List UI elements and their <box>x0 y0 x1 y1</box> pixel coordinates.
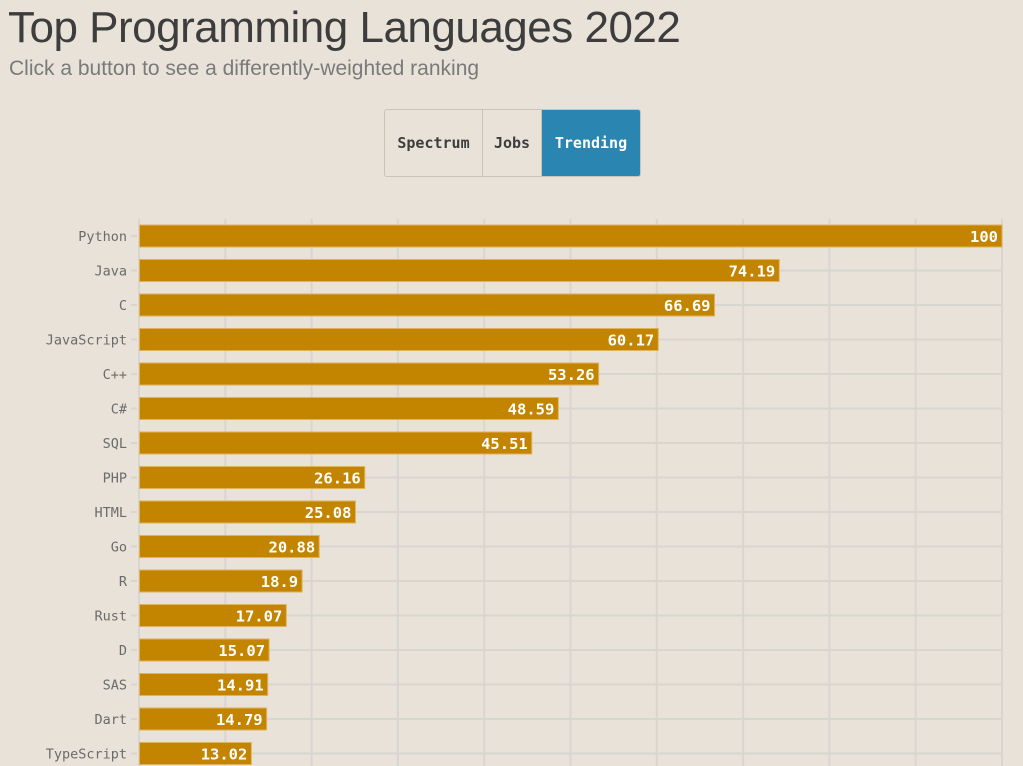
page-subtitle: Click a button to see a differently-weig… <box>9 57 480 80</box>
data-label: 17.07 <box>236 608 283 626</box>
trending-button[interactable]: Trending <box>541 110 640 176</box>
data-label: 26.16 <box>314 470 361 488</box>
bar[interactable] <box>139 742 252 765</box>
y-tick-label: Go <box>111 540 127 556</box>
y-tick-label: C <box>119 298 127 314</box>
bar[interactable] <box>139 224 1003 248</box>
bar[interactable] <box>139 500 356 524</box>
jobs-button[interactable]: Jobs <box>482 110 541 176</box>
bar[interactable] <box>139 259 780 282</box>
data-label: 14.79 <box>216 711 263 729</box>
bar[interactable] <box>139 293 716 317</box>
data-label: 48.59 <box>508 401 555 419</box>
data-label: 66.69 <box>664 297 711 315</box>
data-label: 18.9 <box>261 573 298 591</box>
y-tick-label: HTML <box>94 505 127 521</box>
y-tick-label: Rust <box>94 609 127 625</box>
y-tick-label: Dart <box>94 712 127 728</box>
bar[interactable] <box>139 604 287 627</box>
data-label: 45.51 <box>481 435 528 453</box>
data-label: 14.91 <box>217 677 264 695</box>
data-label: 13.02 <box>201 746 248 764</box>
bar[interactable] <box>139 466 366 489</box>
data-label: 25.08 <box>305 504 352 522</box>
bars: Python 100 Java 74.19 C 66.69 JavaScript 60.17 C… <box>46 224 1003 765</box>
y-tick-label: D <box>119 643 127 659</box>
data-label: 20.88 <box>269 539 316 557</box>
y-tick-label: R <box>119 574 128 590</box>
spectrum-button[interactable]: Spectrum <box>385 110 482 176</box>
page-title: Top Programming Languages 2022 <box>8 3 681 52</box>
data-label: 74.19 <box>729 263 776 281</box>
data-label: 53.26 <box>548 366 595 384</box>
y-tick-label: C# <box>111 402 128 418</box>
y-tick-label: JavaScript <box>46 333 127 349</box>
bar[interactable] <box>139 707 268 731</box>
bar[interactable] <box>139 569 303 593</box>
ranking-button-group: Spectrum Jobs Trending <box>384 109 641 177</box>
y-tick-label: PHP <box>103 471 127 487</box>
data-label: 100 <box>970 228 998 246</box>
y-tick-label: SAS <box>103 678 127 694</box>
bar[interactable] <box>139 397 559 420</box>
bar[interactable] <box>139 673 269 696</box>
data-label: 60.17 <box>608 332 655 350</box>
y-tick-label: SQL <box>103 436 127 452</box>
y-tick-label: TypeScript <box>46 747 127 763</box>
bar[interactable] <box>139 362 600 386</box>
bar[interactable] <box>139 535 320 558</box>
bar[interactable] <box>139 638 270 662</box>
bar[interactable] <box>139 431 533 455</box>
y-tick-label: C++ <box>103 367 127 383</box>
y-tick-label: Java <box>94 264 127 280</box>
data-label: 15.07 <box>218 642 265 660</box>
bar[interactable] <box>139 328 659 351</box>
y-tick-label: Python <box>78 229 127 245</box>
